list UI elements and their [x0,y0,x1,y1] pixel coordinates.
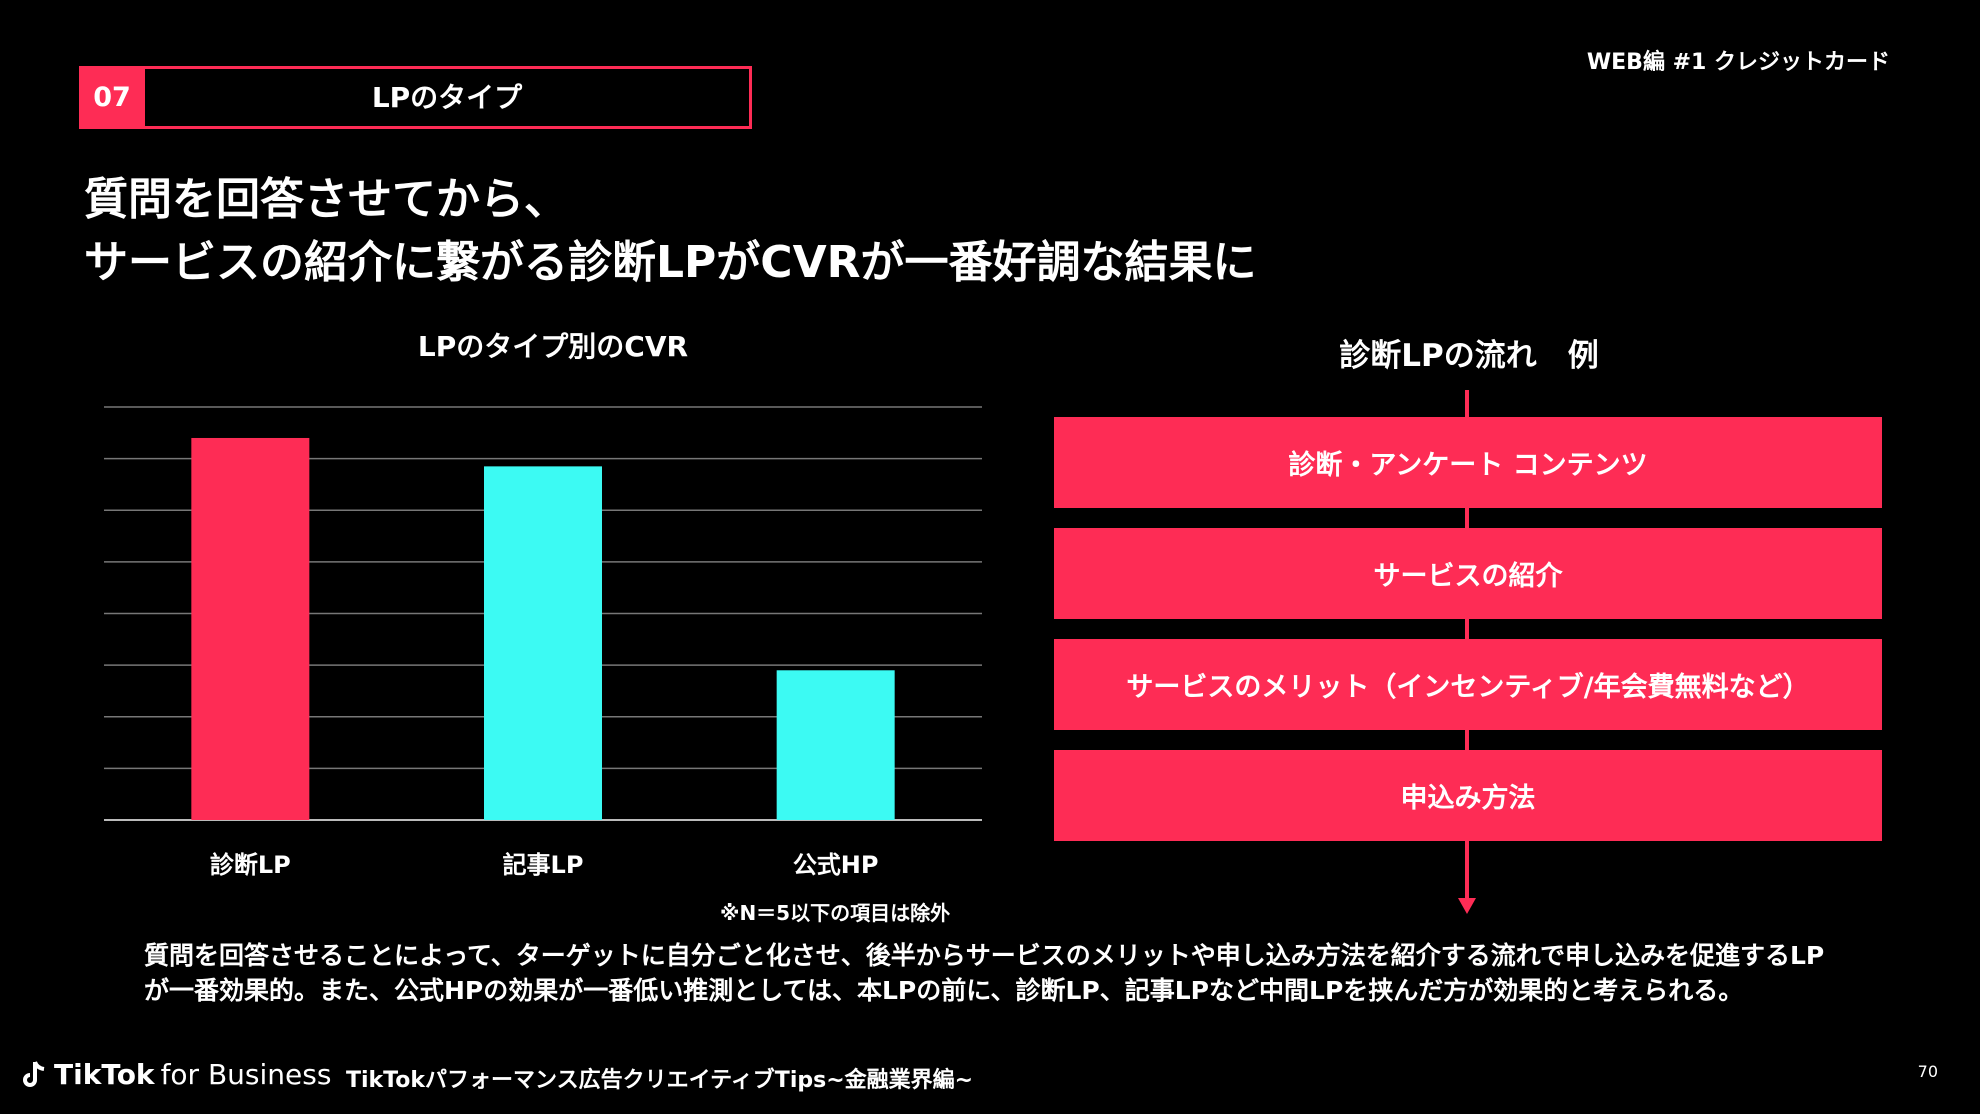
flow-step-1: 診断・アンケート コンテンツ [1054,417,1882,508]
headline: 質問を回答させてから、 サービスの紹介に繋がる診断LPがCVRが一番好調な結果に [84,168,1257,294]
footer-publication: TikTokパフォーマンス広告クリエイティブTips~金融業界編~ [346,1068,974,1093]
flow-step-2: サービスの紹介 [1054,528,1882,619]
section-title: LPのタイプ [371,81,523,114]
flow-arrow-icon [1458,898,1476,914]
bar-chart: 診断LP 記事LP 公式HP [104,406,982,879]
section-number: 07 [79,66,145,129]
chart-bar [484,466,602,820]
summary-text: 質問を回答させることによって、ターゲットに自分ごと化させ、後半からサービスのメリ… [144,941,1825,1005]
series-label: WEB編 #1 クレジットカード [1586,50,1890,75]
tiktok-note-icon [23,1060,45,1087]
footer-logo-brand: TikTok [54,1058,155,1091]
page-number: 70 [1917,1062,1938,1081]
flow-step-3: サービスのメリット（インセンティブ/年会費無料など） [1054,639,1882,730]
chart-bar [776,670,895,820]
chart-category-label: 診断LP [210,851,291,879]
footer-logo-suffix: for Business [160,1058,332,1091]
chart-bar [191,437,310,820]
flow-title: 診断LPの流れ 例 [1339,338,1599,374]
chart-category-label: 記事LP [503,851,584,879]
flow-step-4: 申込み方法 [1054,750,1882,841]
headline-line-1: 質問を回答させてから、 [84,174,568,225]
headline-line-2: サービスの紹介に繋がる診断LPがCVRが一番好調な結果に [84,237,1257,288]
chart-category-label: 公式HP [793,851,879,879]
footer-logo: TikTok for Business [22,1058,331,1091]
chart-title: LPのタイプ別のCVR [417,330,689,363]
chart-note: ※N＝5以下の項目は除外 [720,901,951,925]
